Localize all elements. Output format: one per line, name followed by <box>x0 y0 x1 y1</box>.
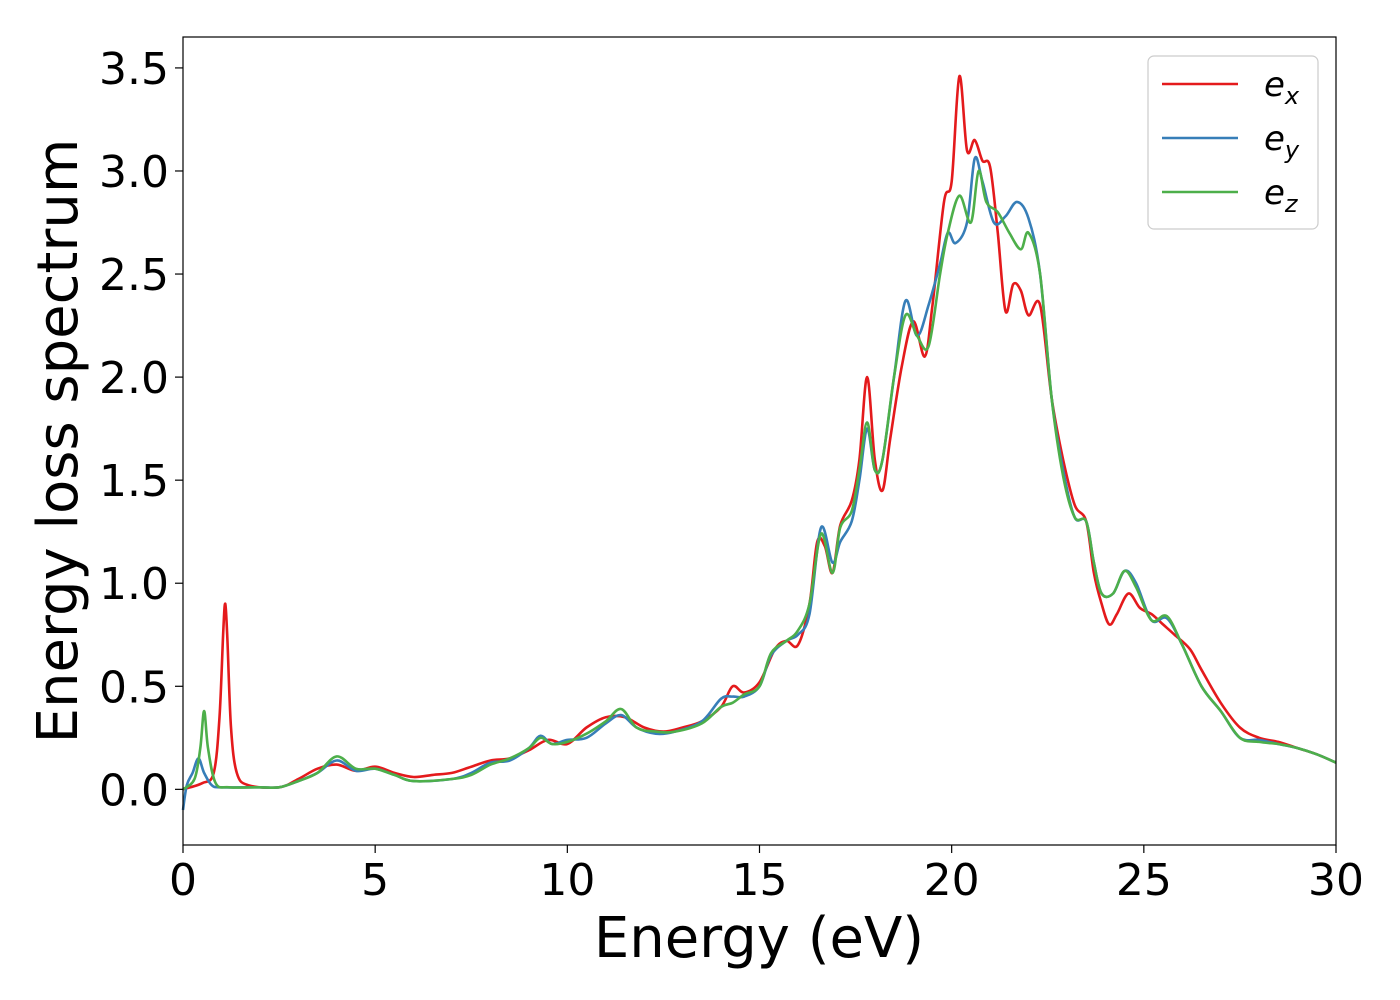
x-tick-label: 25 <box>1116 855 1172 906</box>
x-axis-title: Energy (eV) <box>594 906 924 971</box>
series-line-ex <box>182 74 1337 791</box>
x-tick-label: 0 <box>169 855 197 906</box>
x-tick-label: 10 <box>539 855 595 906</box>
y-tick-label: 0.5 <box>99 662 169 713</box>
x-tick-label: 15 <box>732 855 788 906</box>
legend-label-subscript: x <box>1284 82 1300 110</box>
y-tick-label: 3.5 <box>99 44 169 95</box>
x-tick-label: 5 <box>361 855 389 906</box>
y-tick-label: 2.5 <box>99 250 169 301</box>
x-tick-label: 30 <box>1308 855 1364 906</box>
series-layer <box>181 74 1337 811</box>
x-tick-label: 20 <box>924 855 980 906</box>
legend-label-subscript: z <box>1284 190 1299 218</box>
y-tick-label: 3.0 <box>99 147 169 198</box>
ticks-layer: 0 5 10 15 20 25 30 0.0 0.5 1.0 1.5 2.0 2.5 3.0 3.5 <box>99 44 1364 906</box>
legend-label-subscript: y <box>1284 136 1300 164</box>
y-tick-label: 2.0 <box>99 353 169 404</box>
y-tick-label: 0.0 <box>99 765 169 816</box>
legend-box <box>1147 55 1319 230</box>
y-tick-label: 1.0 <box>99 559 169 610</box>
y-tick-label: 1.5 <box>99 456 169 507</box>
series-line-ez <box>182 169 1337 791</box>
y-axis-title: Energy loss spectrum <box>26 139 91 744</box>
